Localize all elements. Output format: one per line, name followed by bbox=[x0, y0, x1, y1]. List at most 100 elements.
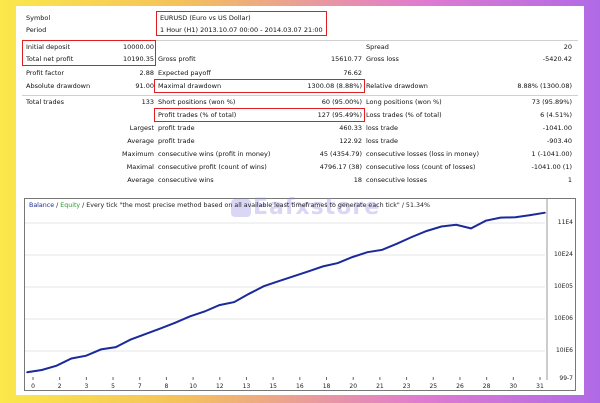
average2-label: Average bbox=[127, 176, 154, 184]
balance-point bbox=[440, 225, 443, 228]
balance-point bbox=[307, 270, 310, 273]
total-net-profit-value: 10190.35 bbox=[122, 55, 154, 63]
maximal-drawdown-label: Maximal drawdown bbox=[158, 82, 222, 90]
legend-balance: Balance bbox=[29, 202, 55, 209]
average-label: Average bbox=[127, 137, 154, 145]
x-tick-label: 10 bbox=[189, 383, 197, 390]
balance-point bbox=[425, 230, 428, 232]
balance-point bbox=[322, 265, 324, 268]
balance-point bbox=[411, 236, 413, 238]
y-axis-label: 10IE6 bbox=[555, 347, 573, 354]
balance-point bbox=[351, 256, 354, 258]
highlight-profit-trades bbox=[154, 108, 365, 122]
x-tick-label: 8 bbox=[165, 383, 169, 390]
balance-point bbox=[396, 242, 398, 245]
y-axis-label: 10E06 bbox=[553, 315, 573, 322]
x-tick-label: 15 bbox=[269, 383, 277, 390]
maximal-cons-profit-value: 4796.17 (38) bbox=[319, 163, 362, 171]
x-tick-label: 30 bbox=[509, 383, 517, 390]
initial-deposit-label: Initial deposit bbox=[26, 43, 71, 51]
balance-point bbox=[159, 327, 161, 330]
max-cons-losses-label: consecutive losses (loss in money) bbox=[366, 150, 479, 158]
divider bbox=[22, 40, 578, 41]
loss-trades-value: 6 (4.51%) bbox=[540, 111, 572, 119]
initial-deposit-value: 10000.00 bbox=[122, 43, 154, 51]
profit-factor-label: Profit factor bbox=[26, 69, 65, 77]
balance-point bbox=[470, 227, 472, 230]
balance-point bbox=[26, 371, 28, 374]
y-axis-label: 10E05 bbox=[553, 283, 573, 290]
balance-point bbox=[189, 315, 191, 318]
x-tick-label: 2 bbox=[58, 383, 62, 390]
absolute-drawdown-value: 91.00 bbox=[135, 82, 154, 90]
x-tick-label: 12 bbox=[216, 383, 224, 390]
legend-separator: / bbox=[54, 202, 61, 209]
strategy-tester-report: Symbol EURUSD (Euro vs US Dollar) Period… bbox=[16, 6, 584, 395]
balance-point bbox=[203, 310, 206, 313]
gross-loss-value: -5420.42 bbox=[542, 55, 572, 63]
avg-cons-wins-value: 18 bbox=[353, 176, 362, 184]
expected-payoff-label: Expected payoff bbox=[158, 69, 211, 77]
x-tick-label: 21 bbox=[376, 383, 384, 390]
x-tick-label: 7 bbox=[138, 383, 142, 390]
largest-loss-label: loss trade bbox=[366, 124, 398, 132]
short-positions-value: 60 (95.00%) bbox=[321, 98, 362, 106]
balance-point bbox=[337, 262, 339, 264]
balance-point bbox=[85, 354, 87, 357]
max-cons-wins-value: 45 (4354.79) bbox=[319, 150, 362, 158]
gross-profit-value: 15610.77 bbox=[330, 55, 362, 63]
relative-drawdown-label: Relative drawdown bbox=[366, 82, 428, 90]
x-tick-label: 13 bbox=[243, 383, 251, 390]
profit-factor-value: 2.88 bbox=[139, 69, 154, 77]
spread-value: 20 bbox=[563, 43, 572, 51]
balance-point bbox=[499, 216, 502, 219]
maximal-drawdown-value: 1300.08 (8.88%) bbox=[307, 82, 362, 90]
average-loss-label: loss trade bbox=[366, 137, 398, 145]
x-tick-label: 28 bbox=[483, 383, 491, 390]
divider bbox=[22, 95, 578, 96]
expected-payoff-value: 76.62 bbox=[343, 69, 362, 77]
balance-point bbox=[218, 304, 221, 306]
average-profit-label: profit trade bbox=[158, 137, 195, 145]
balance-point bbox=[100, 348, 102, 351]
long-positions-label: Long positions (won %) bbox=[366, 98, 442, 106]
balance-point bbox=[263, 285, 265, 287]
balance-point bbox=[70, 357, 73, 360]
largest-profit-value: 460.33 bbox=[339, 124, 362, 132]
balance-point bbox=[485, 219, 487, 222]
absolute-drawdown-label: Absolute drawdown bbox=[26, 82, 91, 90]
long-positions-value: 73 (95.89%) bbox=[531, 98, 572, 106]
balance-point bbox=[55, 364, 58, 367]
gross-loss-label: Gross loss bbox=[366, 55, 399, 63]
total-net-profit-label: Total net profit bbox=[26, 55, 74, 63]
legend-equity: Equity bbox=[60, 202, 81, 209]
avg-cons-losses-value: 1 bbox=[567, 176, 572, 184]
x-tick-label: 5 bbox=[111, 383, 115, 390]
y-axis-label: 10E24 bbox=[553, 251, 573, 258]
highlight-maximal-drawdown bbox=[154, 79, 365, 93]
watermark-logo-icon bbox=[231, 199, 251, 217]
max-cons-losses-value: 1 (-1041.00) bbox=[531, 150, 573, 158]
maximal-cons-loss-value: -1041.00 (1) bbox=[531, 163, 573, 171]
balance-point bbox=[277, 280, 280, 282]
gross-profit-label: Gross profit bbox=[158, 55, 196, 63]
x-tick-label: 25 bbox=[429, 383, 437, 390]
avg-cons-losses-label: consecutive losses bbox=[366, 176, 427, 184]
chart-legend: Balance / Equity / Every tick "the most … bbox=[29, 202, 430, 209]
balance-point bbox=[41, 369, 43, 371]
x-tick-label: 20 bbox=[349, 383, 357, 390]
average-profit-value: 122.92 bbox=[339, 137, 362, 145]
balance-point bbox=[129, 338, 132, 341]
loss-trades-label: Loss trades (% of total) bbox=[366, 111, 442, 119]
y-axis-label: 11E4 bbox=[557, 219, 573, 226]
average-loss-value: -903.40 bbox=[546, 137, 572, 145]
largest-loss-value: -1041.00 bbox=[542, 124, 572, 132]
maximal-cons-loss-label: consecutive loss (count of losses) bbox=[366, 163, 476, 171]
total-trades-label: Total trades bbox=[26, 98, 64, 106]
balance-point bbox=[233, 301, 235, 303]
spread-label: Spread bbox=[366, 43, 389, 51]
balance-point bbox=[115, 346, 117, 348]
relative-drawdown-value: 8.88% (1300.08) bbox=[517, 82, 572, 90]
largest-label: Largest bbox=[129, 124, 154, 132]
balance-equity-chart: 0 2 3 5 7 8 10 12 13 15 16 18 20 21 23 25 26 28 30 31 Eafxs… bbox=[24, 195, 576, 391]
